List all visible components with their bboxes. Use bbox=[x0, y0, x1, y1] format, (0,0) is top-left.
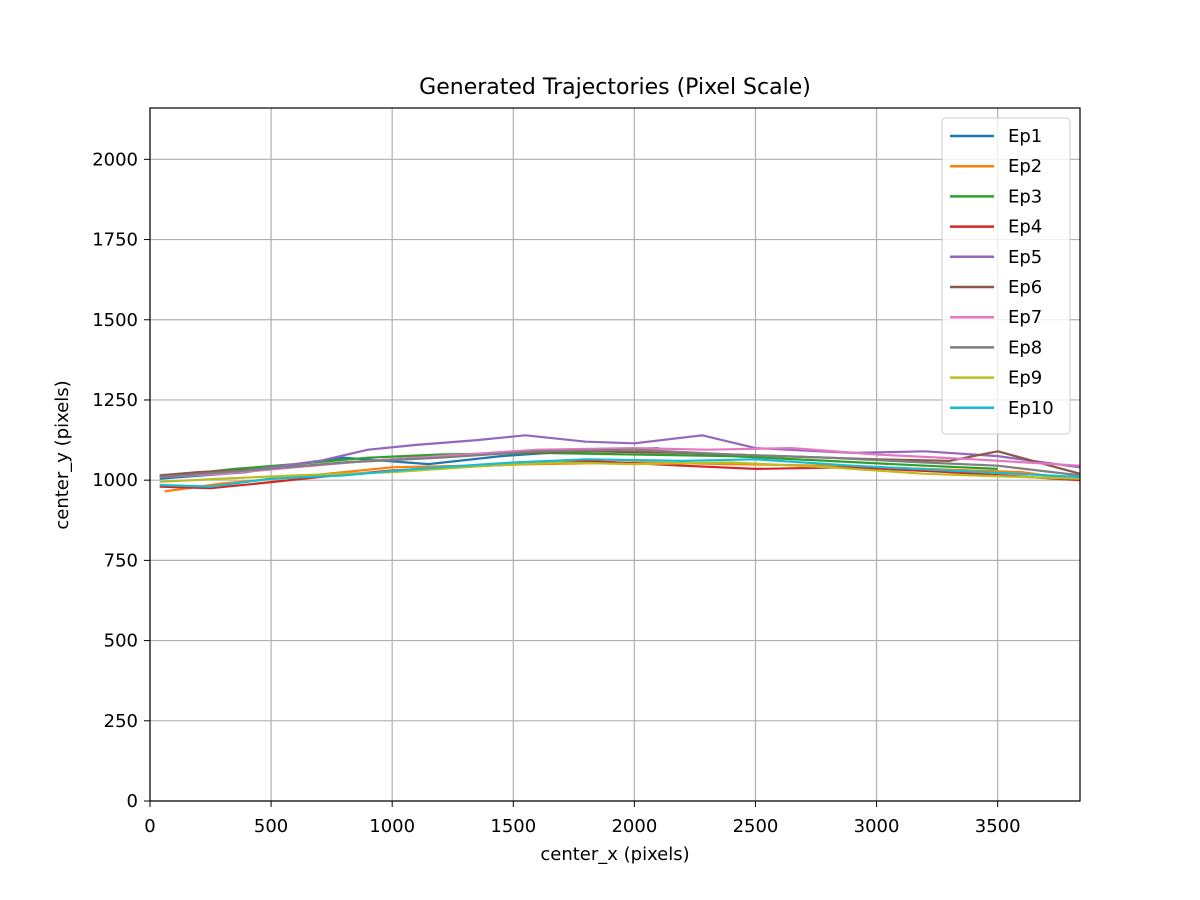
series-line-ep8 bbox=[159, 448, 1080, 479]
axis-ticks: 0 500 1000 1500 2000 2500 3000 3500 0 250 500 750 10… bbox=[92, 149, 1020, 837]
series-line-ep9 bbox=[159, 461, 1080, 483]
x-tick-label: 2000 bbox=[611, 816, 657, 837]
series-lines bbox=[159, 434, 1080, 493]
y-tick-label: 750 bbox=[104, 550, 138, 571]
legend-label-ep4: Ep4 bbox=[1008, 217, 1042, 238]
legend-label-ep3: Ep3 bbox=[1008, 186, 1042, 207]
x-tick-label: 0 bbox=[144, 816, 155, 837]
legend-label-ep2: Ep2 bbox=[1008, 156, 1042, 177]
x-axis-label: center_x (pixels) bbox=[540, 844, 689, 865]
y-tick-label: 1250 bbox=[92, 390, 138, 411]
y-tick-label: 1750 bbox=[92, 230, 138, 251]
x-tick-label: 3500 bbox=[975, 816, 1021, 837]
y-axis-label: center_y (pixels) bbox=[52, 380, 73, 529]
legend-label-ep1: Ep1 bbox=[1008, 126, 1042, 147]
series-line-ep10 bbox=[159, 458, 1080, 488]
legend: Ep1 Ep2 Ep3 Ep4 Ep5 Ep6 Ep7 Ep8 Ep9 Ep10 bbox=[941, 117, 1071, 435]
legend-label-ep8: Ep8 bbox=[1008, 337, 1042, 358]
legend-label-ep9: Ep9 bbox=[1008, 368, 1042, 389]
legend-label-ep10: Ep10 bbox=[1008, 398, 1054, 419]
series-line-ep5 bbox=[159, 434, 1080, 479]
y-tick-label: 0 bbox=[127, 791, 138, 812]
plot-frame bbox=[149, 107, 1081, 802]
x-tick-label: 500 bbox=[254, 816, 288, 837]
legend-label-ep6: Ep6 bbox=[1008, 277, 1042, 298]
x-tick-label: 1500 bbox=[490, 816, 536, 837]
x-tick-label: 3000 bbox=[854, 816, 900, 837]
legend-label-ep7: Ep7 bbox=[1008, 307, 1042, 328]
y-tick-label: 500 bbox=[104, 631, 138, 652]
y-tick-label: 2000 bbox=[92, 149, 138, 170]
chart-title: Generated Trajectories (Pixel Scale) bbox=[419, 75, 811, 100]
x-tick-label: 1000 bbox=[369, 816, 415, 837]
legend-label-ep5: Ep5 bbox=[1008, 247, 1042, 268]
y-tick-label: 250 bbox=[104, 711, 138, 732]
x-tick-label: 2500 bbox=[733, 816, 779, 837]
y-tick-label: 1500 bbox=[92, 310, 138, 331]
y-tick-label: 1000 bbox=[92, 470, 138, 491]
